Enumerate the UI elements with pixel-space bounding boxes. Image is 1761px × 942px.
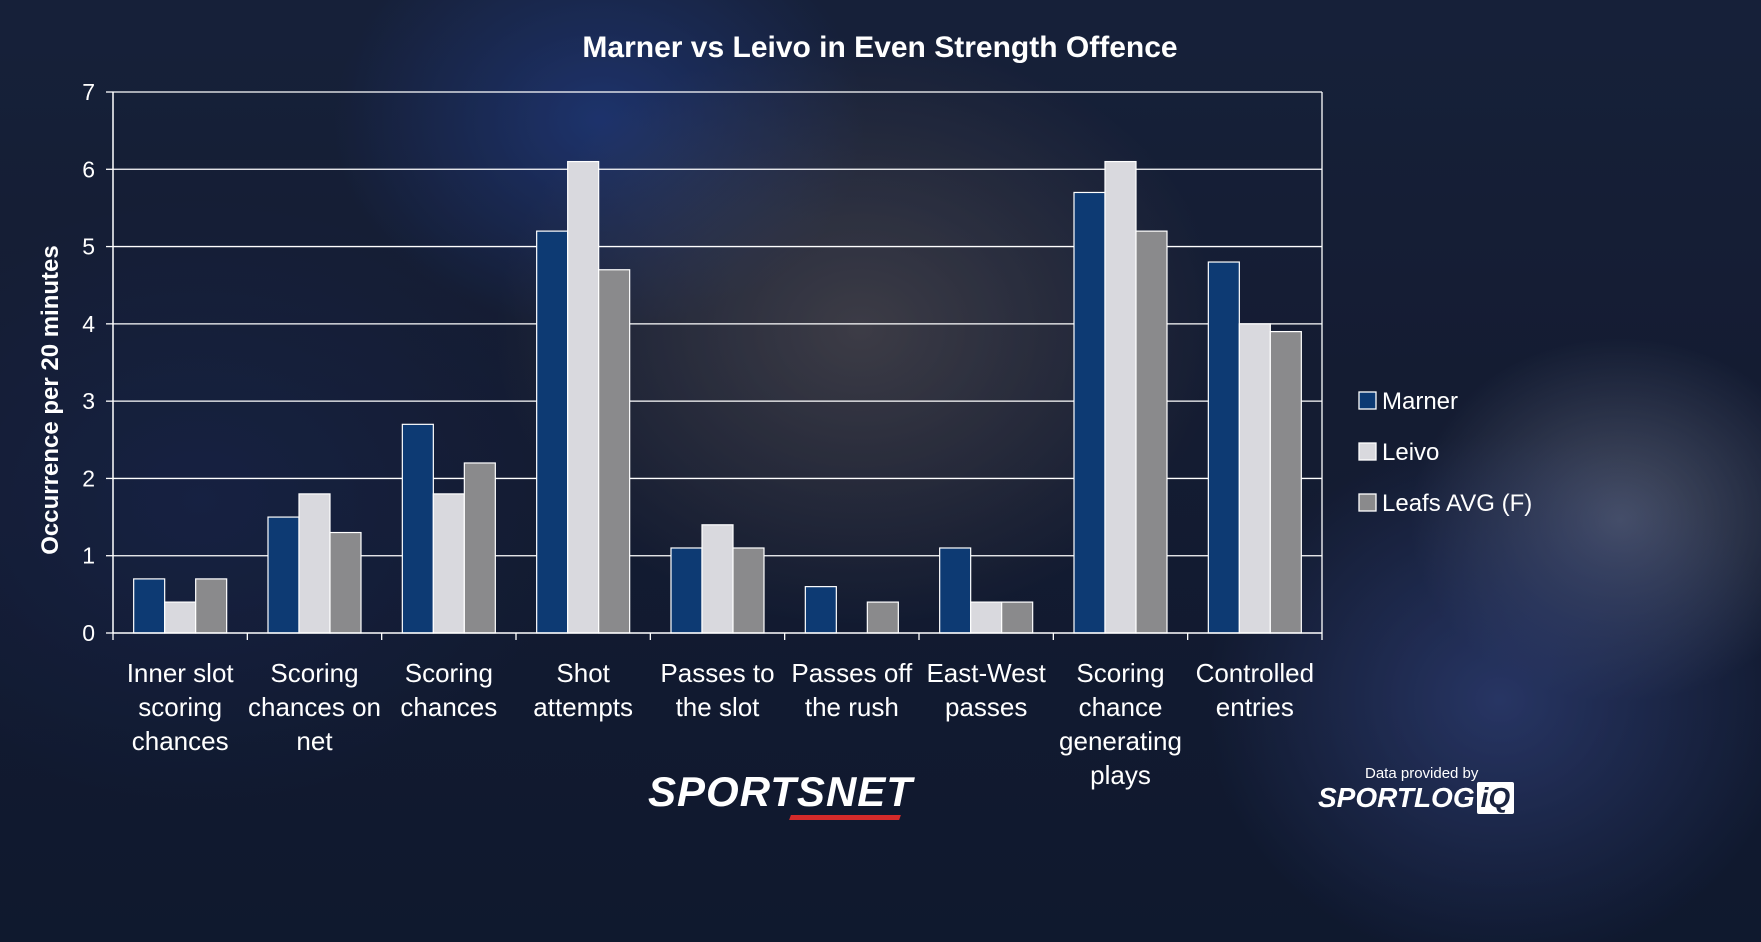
y-tick-label: 6: [82, 156, 95, 182]
x-category-label: East-West passes: [926, 658, 1046, 722]
sportlogiq-logo-iq: iQ: [1476, 782, 1515, 814]
sportlogiq-logo-main: SPORTLOG: [1318, 782, 1475, 813]
x-category-label: Passes off the rush: [791, 658, 913, 722]
y-axis-label: Occurrence per 20 minutes: [37, 245, 64, 554]
legend: Marner Leivo Leafs AVG (F): [1358, 388, 1532, 517]
x-category-label: Scoring chances on net: [248, 658, 381, 756]
x-category-label: Scoring chance generating plays: [1059, 658, 1182, 790]
bar-marner-2: [401, 423, 434, 634]
sportsnet-logo: SPORTSNET: [648, 768, 913, 816]
bar-marner-3: [536, 230, 569, 634]
bar-marner-5: [804, 586, 837, 634]
y-tick-label: 5: [82, 234, 95, 260]
legend-label: Leafs AVG (F): [1382, 490, 1532, 517]
bar-leivo-0: [164, 601, 197, 634]
bars: [133, 160, 1302, 634]
bar-leafs-avg-f--3: [598, 269, 631, 634]
bar-leafs-avg-f--4: [732, 547, 765, 634]
bar-leivo-2: [432, 493, 465, 634]
bar-marner-0: [133, 578, 166, 634]
bar-leivo-1: [298, 493, 331, 634]
axes: [112, 92, 1323, 640]
chart-title: Marner vs Leivo in Even Strength Offence: [582, 31, 1177, 64]
y-tick-label: 7: [82, 79, 95, 105]
y-tick-label: 1: [82, 543, 95, 569]
legend-label: Leivo: [1382, 439, 1439, 466]
y-tick-labels: 0 1 2 3 4 5 6 7: [82, 79, 95, 646]
bar-leafs-avg-f--0: [195, 578, 228, 634]
bar-leivo-7: [1104, 160, 1137, 634]
sportlogiq-logo: SPORTLOG iQ: [1318, 782, 1515, 814]
legend-swatch: [1358, 391, 1377, 410]
legend-swatch: [1358, 442, 1377, 461]
bar-leivo-3: [567, 160, 600, 634]
bar-marner-7: [1073, 191, 1106, 634]
bar-leafs-avg-f--7: [1135, 230, 1168, 634]
bar-leafs-avg-f--6: [1001, 601, 1034, 634]
x-category-label: Passes to the slot: [660, 658, 774, 722]
legend-label: Marner: [1382, 388, 1458, 415]
bar-marner-4: [670, 547, 703, 634]
x-category-label: Controlled entries: [1196, 658, 1315, 722]
bar-leivo-4: [701, 524, 734, 634]
data-provider-caption: Data provided by: [1365, 765, 1479, 782]
bar-marner-1: [267, 516, 300, 634]
y-tick-label: 2: [82, 465, 95, 491]
sportsnet-logo-accent: [789, 815, 901, 820]
legend-swatch: [1358, 493, 1377, 512]
bar-leivo-6: [970, 601, 1003, 634]
x-category-label: Shot attempts: [533, 658, 633, 722]
bar-leafs-avg-f--2: [463, 462, 496, 634]
bar-leivo-8: [1238, 323, 1271, 634]
x-category-label: Scoring chances: [400, 658, 497, 722]
y-tick-label: 3: [82, 388, 95, 414]
bar-leafs-avg-f--8: [1269, 330, 1302, 634]
y-tick-label: 4: [82, 311, 95, 337]
sportsnet-logo-text: SPORTSNET: [648, 768, 913, 815]
bar-leafs-avg-f--1: [329, 531, 362, 634]
bar-marner-6: [939, 547, 972, 634]
bar-marner-8: [1207, 261, 1240, 634]
x-category-label: Inner slot scoring chances: [127, 658, 235, 756]
y-tick-label: 0: [82, 620, 95, 646]
bar-leafs-avg-f--5: [866, 601, 899, 634]
